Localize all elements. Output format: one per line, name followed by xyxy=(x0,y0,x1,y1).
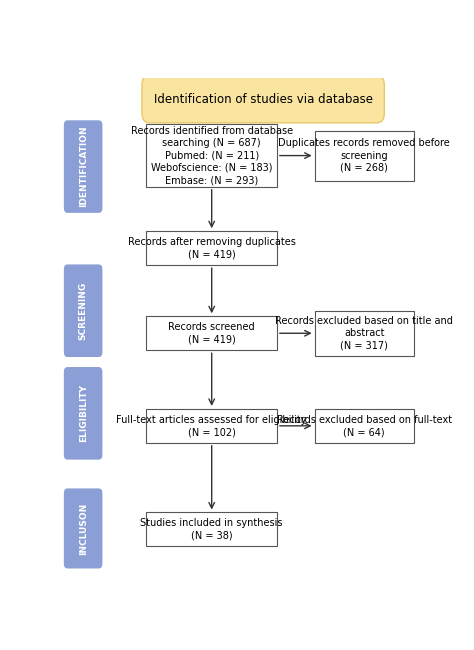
Text: Records screened
(N = 419): Records screened (N = 419) xyxy=(168,322,255,344)
FancyBboxPatch shape xyxy=(64,488,102,569)
FancyBboxPatch shape xyxy=(315,409,414,443)
Text: Studies included in synthesis
(N = 38): Studies included in synthesis (N = 38) xyxy=(140,518,283,541)
FancyBboxPatch shape xyxy=(315,311,414,356)
Text: Records after removing duplicates
(N = 419): Records after removing duplicates (N = 4… xyxy=(128,237,296,259)
FancyBboxPatch shape xyxy=(146,512,277,547)
FancyBboxPatch shape xyxy=(146,409,277,443)
Text: Records excluded based on full-text
(N = 64): Records excluded based on full-text (N =… xyxy=(277,415,452,437)
Text: Records identified from database
searching (N = 687)
Pubmed: (N = 211)
Webofscie: Records identified from database searchi… xyxy=(131,126,293,185)
FancyBboxPatch shape xyxy=(146,231,277,265)
Text: SCREENING: SCREENING xyxy=(79,281,88,340)
Text: Full-text articles assessed for eligibility
(N = 102): Full-text articles assessed for eligibil… xyxy=(117,415,307,437)
FancyBboxPatch shape xyxy=(146,317,277,350)
FancyBboxPatch shape xyxy=(64,265,102,357)
FancyBboxPatch shape xyxy=(315,131,414,181)
Text: Records excluded based on title and
abstract
(N = 317): Records excluded based on title and abst… xyxy=(275,316,453,350)
Text: Identification of studies via database: Identification of studies via database xyxy=(154,92,373,105)
FancyBboxPatch shape xyxy=(146,124,277,187)
Text: Duplicates records removed before
screening
(N = 268): Duplicates records removed before screen… xyxy=(278,138,450,173)
Text: IDENTIFICATION: IDENTIFICATION xyxy=(79,126,88,207)
FancyBboxPatch shape xyxy=(64,120,102,213)
Text: ELIGIBILITY: ELIGIBILITY xyxy=(79,384,88,443)
FancyBboxPatch shape xyxy=(64,367,102,460)
Text: INCLUSON: INCLUSON xyxy=(79,502,88,554)
FancyBboxPatch shape xyxy=(142,75,384,123)
